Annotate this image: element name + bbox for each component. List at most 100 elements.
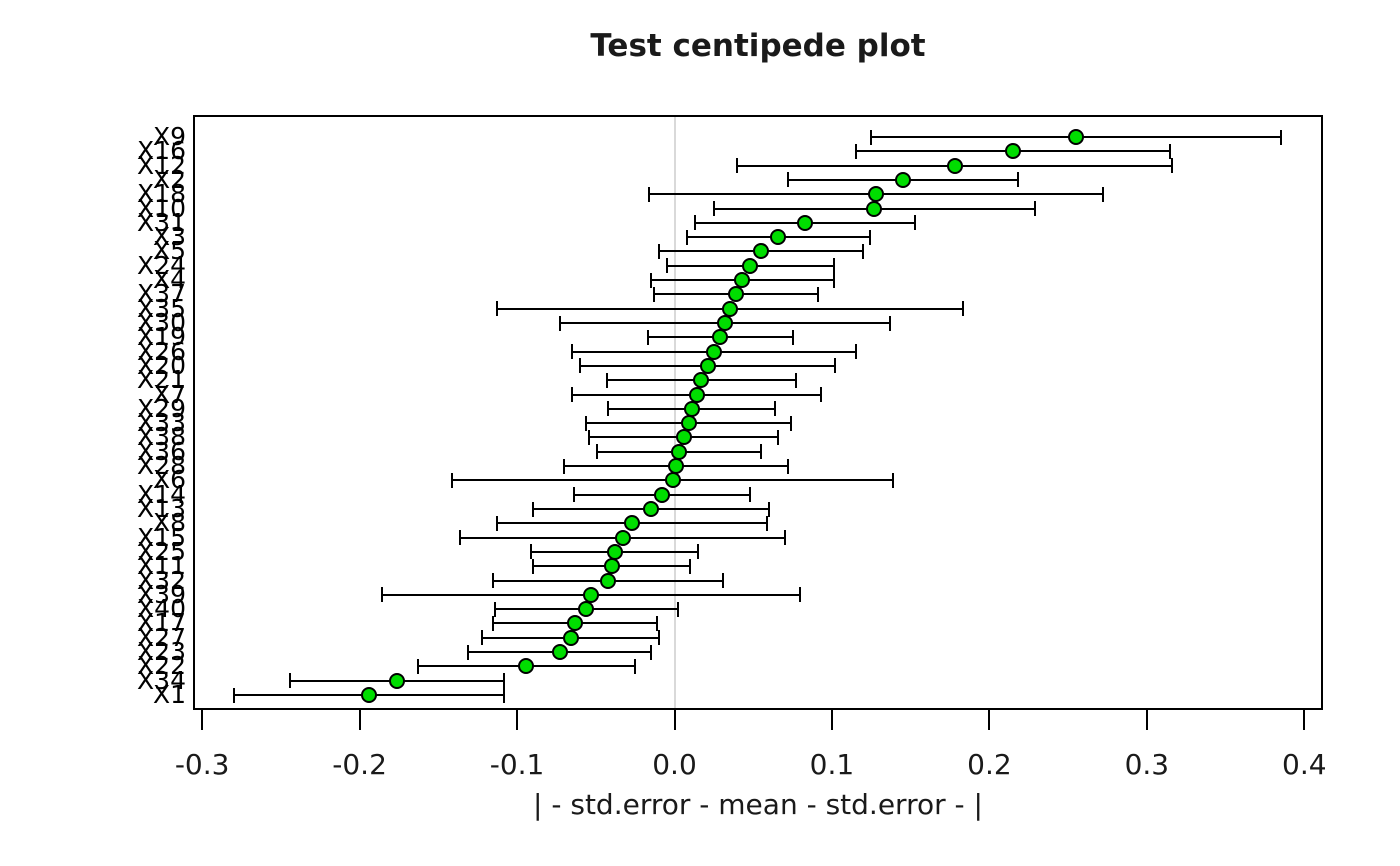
error-bar-cap-left xyxy=(416,658,419,674)
error-bar-cap-left xyxy=(494,601,496,617)
error-bar-cap-right xyxy=(832,258,835,274)
error-bar-cap-left xyxy=(870,129,873,145)
y-axis-category-label: X10 xyxy=(137,193,186,223)
mean-point xyxy=(753,243,770,260)
x-tick-label: -0.3 xyxy=(174,748,230,781)
y-axis-category-label: X6 xyxy=(152,465,186,495)
x-axis-tick xyxy=(988,710,991,730)
y-axis-category-label: X5 xyxy=(152,236,186,266)
mean-point xyxy=(562,629,579,646)
y-axis-category-label: X33 xyxy=(137,408,186,438)
x-tick-label: 0.3 xyxy=(1124,748,1170,781)
error-bar-cap-right xyxy=(1279,129,1282,145)
mean-point xyxy=(614,529,631,546)
mean-point xyxy=(653,486,670,503)
error-bar-cap-left xyxy=(648,186,651,202)
y-axis-category-label: X40 xyxy=(137,594,186,624)
y-axis-category-label: X7 xyxy=(152,379,186,409)
x-axis-tick xyxy=(201,710,204,730)
mean-point xyxy=(600,572,617,589)
mean-point xyxy=(705,343,722,360)
error-bar-cap-left xyxy=(579,358,582,374)
x-axis-tick xyxy=(1303,710,1306,730)
y-axis-category-label: X3 xyxy=(152,222,186,252)
x-axis-tick xyxy=(673,710,676,730)
mean-point xyxy=(642,501,659,517)
error-bar-cap-right xyxy=(749,487,752,503)
error-bar-cap-right xyxy=(503,687,506,703)
mean-point xyxy=(664,472,681,489)
mean-point xyxy=(742,257,759,274)
error-bar-cap-right xyxy=(790,415,792,431)
error-bar-cap-right xyxy=(783,530,786,546)
error-bar-cap-right xyxy=(862,243,865,259)
y-axis-category-label: X30 xyxy=(137,308,186,337)
y-axis-category-label: X25 xyxy=(137,536,186,566)
x-tick-label: -0.2 xyxy=(332,748,387,781)
y-axis-category-label: X34 xyxy=(137,665,186,695)
y-axis-category-label: X8 xyxy=(152,508,186,538)
error-bar-cap-right xyxy=(889,315,892,331)
error-bar-cap-right xyxy=(777,429,780,445)
error-bar-cap-left xyxy=(459,530,462,546)
y-axis-category-label: X29 xyxy=(137,393,186,423)
error-bar-cap-left xyxy=(736,158,739,174)
error-bar-cap-left xyxy=(605,372,608,388)
error-bar-cap-left xyxy=(657,243,660,259)
error-bar-cap-left xyxy=(588,429,591,445)
y-axis-category-label: X28 xyxy=(137,451,186,481)
error-bar-cap-left xyxy=(451,472,454,488)
error-bar-cap-right xyxy=(1171,158,1174,174)
y-axis-category-label: X24 xyxy=(137,250,186,280)
mean-point xyxy=(1005,143,1022,160)
y-axis-category-label: X23 xyxy=(137,637,186,667)
error-bar-cap-right xyxy=(961,301,964,317)
error-bar-cap-right xyxy=(819,387,822,403)
error-bar-cap-left xyxy=(649,272,652,288)
error-bar-cap-left xyxy=(571,387,574,403)
error-bar-cap-right xyxy=(1169,143,1172,159)
error-bar-cap-left xyxy=(665,258,668,274)
error-bar-cap-left xyxy=(786,172,789,188)
mean-point xyxy=(770,229,787,246)
mean-point xyxy=(727,286,744,303)
error-bar-cap-right xyxy=(697,544,700,560)
y-axis-category-label: X14 xyxy=(137,479,186,509)
y-axis-category-label: X35 xyxy=(137,293,186,323)
mean-point xyxy=(623,515,640,532)
mean-point xyxy=(866,200,883,217)
mean-point xyxy=(712,329,729,346)
error-bar-cap-right xyxy=(834,358,837,374)
y-axis-category-label: X21 xyxy=(137,365,186,395)
error-bar-cap-left xyxy=(585,415,588,431)
error-bar-cap-left xyxy=(712,201,715,217)
error-bar-cap-right xyxy=(1034,201,1037,217)
error-bar-cap-right xyxy=(766,515,769,531)
x-tick-label: 0.0 xyxy=(652,748,697,781)
mean-point xyxy=(518,658,535,675)
error-bar-cap-left xyxy=(558,315,561,331)
error-bar-cap-left xyxy=(596,444,599,460)
y-axis-category-label: X4 xyxy=(152,265,186,295)
x-axis-tick xyxy=(358,710,361,730)
mean-point xyxy=(734,272,751,289)
error-bar-cap-left xyxy=(607,401,610,417)
x-tick-label: 0.1 xyxy=(809,748,855,781)
zero-gridline xyxy=(673,117,676,708)
mean-point xyxy=(797,214,814,231)
error-bar-cap-right xyxy=(786,458,789,474)
error-bar-cap-left xyxy=(492,573,495,589)
x-axis-label: | - std.error - mean - std.error - | xyxy=(533,788,983,821)
y-axis-category-label: X39 xyxy=(137,579,186,609)
error-bar-cap-left xyxy=(571,344,574,360)
error-bar-cap-right xyxy=(634,658,637,674)
error-bar-cap-right xyxy=(722,573,725,589)
error-bar-cap-left xyxy=(653,286,656,302)
x-tick-label: 0.4 xyxy=(1282,748,1327,781)
mean-point xyxy=(389,672,406,689)
error-bar-cap-right xyxy=(649,644,652,660)
y-axis-category-label: X2 xyxy=(152,164,186,194)
error-bar-cap-right xyxy=(767,501,770,517)
error-bar-cap-right xyxy=(832,272,835,288)
mean-point xyxy=(946,157,963,174)
